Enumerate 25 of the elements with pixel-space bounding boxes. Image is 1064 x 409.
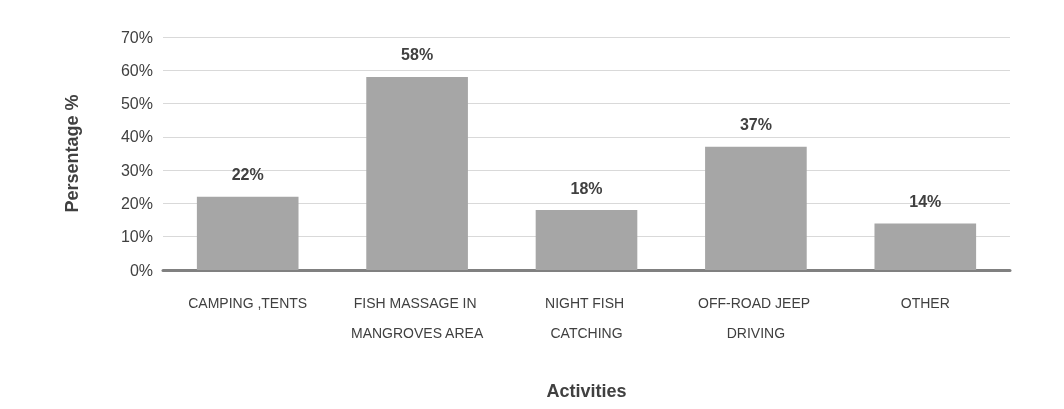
- y-tick-label: 0%: [129, 261, 153, 279]
- bar: [874, 223, 977, 270]
- y-tick-label: 60%: [120, 61, 153, 79]
- x-tick-label: OTHER: [900, 295, 950, 311]
- bar: [366, 76, 468, 270]
- y-tick-label: 10%: [120, 228, 153, 246]
- x-tick-label: NIGHT FISH CATCHING: [545, 295, 628, 341]
- x-tick-label: FISH MASSAGE IN MANGROVES AREA: [350, 295, 484, 341]
- y-axis-title: Persentage %: [62, 94, 82, 213]
- data-label: 37%: [739, 116, 772, 134]
- bar: [196, 196, 299, 270]
- y-tick-label: 50%: [120, 95, 153, 113]
- data-label: 58%: [401, 46, 434, 64]
- x-tick-label: OFF-ROAD JEEP DRIVING: [698, 295, 814, 341]
- x-tick-label: CAMPING ,TENTS: [188, 295, 308, 311]
- bar: [535, 210, 638, 270]
- y-tick-label: 40%: [120, 128, 153, 146]
- y-tick-label: 30%: [120, 161, 153, 179]
- data-label: 22%: [231, 166, 264, 184]
- data-label: 14%: [909, 192, 942, 210]
- x-axis-title: Activities: [546, 381, 627, 401]
- bar: [705, 146, 807, 270]
- y-tick-label: 70%: [120, 28, 153, 46]
- y-tick-label: 20%: [120, 194, 153, 212]
- data-label: 18%: [570, 179, 603, 197]
